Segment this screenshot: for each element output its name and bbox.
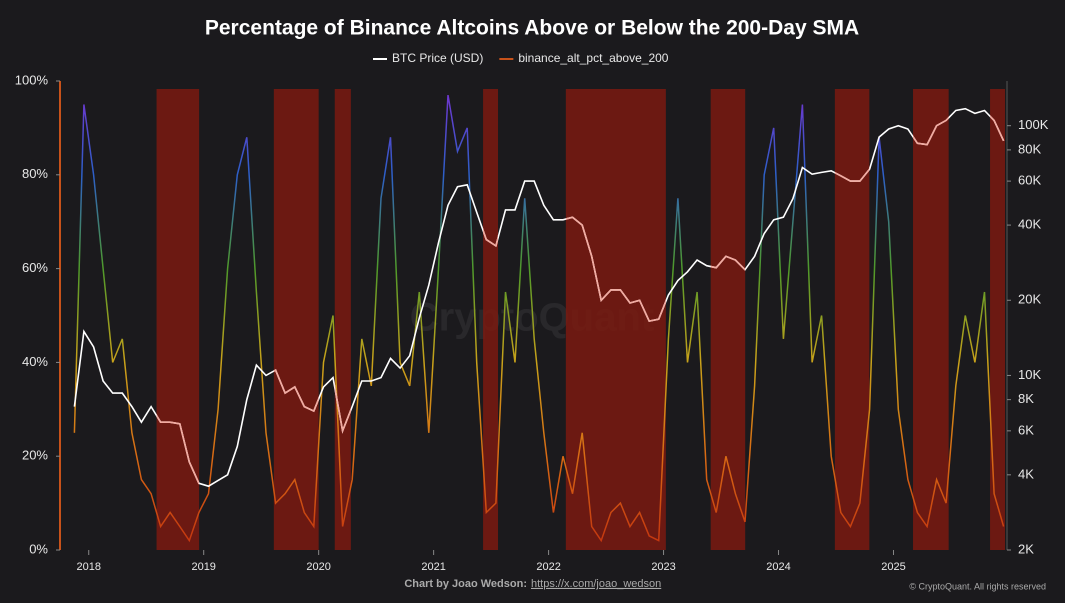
y2-tick-label: 2K	[1018, 541, 1034, 556]
shaded-range	[913, 89, 949, 550]
y-tick-label: 100%	[15, 72, 49, 87]
footer-link[interactable]: https://x.com/joao_wedson	[531, 578, 661, 590]
shaded-range	[565, 89, 666, 550]
x-tick-label: 2021	[421, 561, 445, 573]
y2-tick-label: 20K	[1018, 292, 1041, 307]
y2-tick-label: 100K	[1018, 117, 1049, 132]
y2-tick-label: 10K	[1018, 367, 1041, 382]
y2-tick-label: 4K	[1018, 466, 1034, 481]
pct-line	[73, 94, 1005, 543]
shaded-range	[710, 89, 746, 550]
y-tick-label: 80%	[22, 166, 48, 181]
shaded-range	[156, 89, 200, 550]
copyright: © CryptoQuant. All rights reserved	[909, 581, 1046, 591]
legend-label: binance_alt_pct_above_200	[518, 51, 668, 65]
y2-tick-label: 8K	[1018, 391, 1034, 406]
shaded-range	[273, 89, 319, 550]
x-tick-label: 2023	[651, 561, 675, 573]
y-tick-label: 20%	[22, 448, 48, 463]
x-tick-label: 2020	[306, 561, 330, 573]
x-tick-label: 2025	[881, 561, 905, 573]
x-tick-label: 2022	[536, 561, 560, 573]
shaded-range	[834, 89, 870, 550]
shaded-range	[990, 89, 1005, 550]
shaded-range	[334, 89, 351, 550]
footer: Chart by Joao Wedson:	[404, 578, 527, 590]
x-tick-label: 2024	[766, 561, 790, 573]
y2-tick-label: 60K	[1018, 173, 1041, 188]
shaded-range	[483, 89, 499, 550]
x-tick-label: 2019	[191, 561, 215, 573]
y-tick-label: 60%	[22, 260, 48, 275]
y2-tick-label: 40K	[1018, 217, 1041, 232]
y-tick-label: 0%	[29, 541, 48, 556]
chart-title: Percentage of Binance Altcoins Above or …	[205, 17, 859, 40]
y2-tick-label: 6K	[1018, 422, 1034, 437]
legend-label: BTC Price (USD)	[392, 51, 483, 65]
y-tick-label: 40%	[22, 354, 48, 369]
x-tick-label: 2018	[76, 561, 100, 573]
y2-tick-label: 80K	[1018, 141, 1041, 156]
